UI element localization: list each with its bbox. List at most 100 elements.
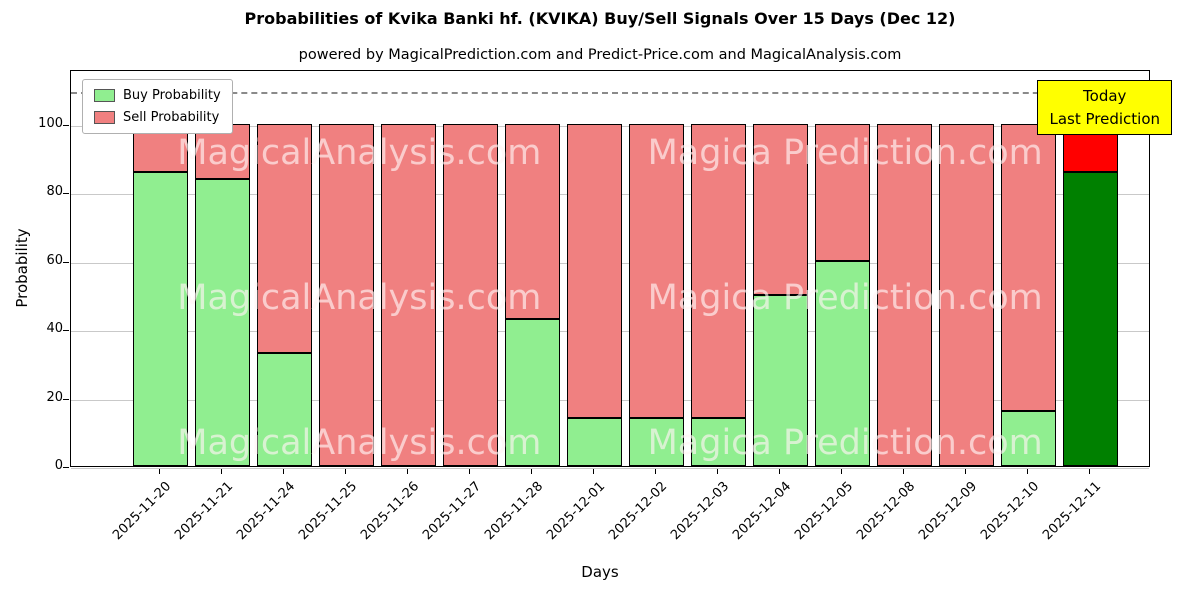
bar (938, 123, 994, 466)
x-tick-label-text: 2025-11-21 (172, 479, 237, 544)
x-tick-label-text: 2025-11-26 (358, 479, 423, 544)
y-tick-label: 80 (46, 184, 63, 200)
bar (132, 123, 188, 466)
bar (194, 123, 250, 466)
x-tick-mark (1089, 468, 1090, 474)
bar (814, 123, 870, 466)
x-tick-mark (159, 468, 160, 474)
x-tick-mark (469, 468, 470, 474)
x-axis-label: Days (581, 563, 619, 581)
bar (752, 123, 808, 466)
today-annotation-line1: Today (1083, 87, 1127, 105)
legend-swatch (94, 89, 115, 102)
buy-bar-segment (752, 294, 808, 466)
buy-bar-segment (1000, 411, 1056, 466)
y-axis-label: Probability (13, 228, 31, 308)
legend-swatch (94, 111, 115, 124)
buy-bar-segment (194, 178, 250, 466)
x-tick-mark (903, 468, 904, 474)
sell-bar-segment (690, 123, 746, 419)
x-tick-mark (1027, 468, 1028, 474)
x-tick-mark (717, 468, 718, 474)
x-tick-label-text: 2025-12-11 (1040, 479, 1105, 544)
buy-bar-segment (132, 171, 188, 466)
buy-bar-segment (690, 418, 746, 466)
legend-label: Buy Probability (123, 88, 221, 103)
bar (318, 123, 374, 466)
y-tick-mark (63, 261, 69, 263)
x-tick-label-text: 2025-12-04 (730, 479, 795, 544)
bar (380, 123, 436, 466)
x-tick-mark (283, 468, 284, 474)
x-tick-mark (345, 468, 346, 474)
x-tick-label-text: 2025-12-01 (544, 479, 609, 544)
sell-bar-segment (752, 123, 808, 295)
legend-entry: Buy Probability (94, 88, 221, 103)
sell-bar-segment (380, 123, 436, 466)
buy-bar-segment (814, 260, 870, 466)
bar (442, 123, 498, 466)
x-tick-label-text: 2025-12-05 (792, 479, 857, 544)
bar (1000, 123, 1056, 466)
y-tick-label: 0 (54, 458, 63, 473)
gridline (71, 468, 1149, 469)
x-tick-mark (965, 468, 966, 474)
today-annotation: Today Last Prediction (1037, 80, 1172, 135)
today-annotation-line2: Last Prediction (1049, 109, 1160, 128)
x-tick-label-text: 2025-11-24 (234, 479, 299, 544)
y-tick-mark (63, 398, 69, 400)
x-tick-label-text: 2025-11-25 (296, 479, 361, 544)
buy-bar-segment (256, 353, 312, 466)
x-tick-label-text: 2025-11-20 (110, 479, 175, 544)
y-tick-label: 60 (46, 252, 63, 268)
legend: Buy Probability Sell Probability (82, 79, 233, 134)
buy-bar-segment (566, 418, 622, 466)
dashed-threshold-line (71, 91, 1149, 94)
bar (876, 123, 932, 466)
sell-bar-segment (814, 123, 870, 261)
buy-bar-segment (504, 318, 560, 466)
x-tick-mark (531, 468, 532, 474)
sell-bar-segment (318, 123, 374, 466)
sell-bar-segment (628, 123, 684, 419)
legend-label: Sell Probability (123, 110, 220, 125)
y-tick-label: 100 (38, 115, 63, 131)
bar (256, 123, 312, 466)
bar (504, 123, 560, 466)
chart-subtitle: powered by MagicalPrediction.com and Pre… (298, 47, 902, 63)
bar (566, 123, 622, 466)
y-tick-label: 40 (46, 321, 63, 337)
x-tick-label-text: 2025-11-27 (420, 479, 485, 544)
y-tick-mark (63, 467, 69, 468)
chart-title: Probabilities of Kvika Banki hf. (KVIKA)… (244, 9, 956, 28)
x-tick-mark (841, 468, 842, 474)
x-tick-label-text: 2025-12-10 (978, 479, 1043, 544)
sell-bar-segment (256, 123, 312, 354)
sell-bar-segment (442, 123, 498, 466)
x-tick-mark (655, 468, 656, 474)
bar (628, 123, 684, 466)
x-tick-label-text: 2025-12-09 (916, 479, 981, 544)
y-tick-mark (63, 330, 69, 332)
x-tick-label-text: 2025-12-08 (854, 479, 919, 544)
y-tick-label: 20 (46, 389, 63, 405)
sell-bar-segment (876, 123, 932, 466)
plot-area: Buy Probability Sell Probability Today La… (70, 70, 1172, 469)
x-tick-mark (593, 468, 594, 474)
legend-entry: Sell Probability (94, 110, 221, 125)
sell-bar-segment (1000, 123, 1056, 412)
buy-bar-segment (628, 418, 684, 466)
sell-bar-segment (938, 123, 994, 466)
buy-bar-segment (1062, 171, 1118, 466)
bar (690, 123, 746, 466)
y-tick-mark (63, 124, 69, 126)
x-tick-label-text: 2025-12-02 (606, 479, 671, 544)
x-tick-mark (221, 468, 222, 474)
sell-bar-segment (566, 123, 622, 419)
sell-bar-segment (504, 123, 560, 319)
x-tick-mark (779, 468, 780, 474)
x-tick-mark (407, 468, 408, 474)
bar-today (1062, 123, 1118, 466)
x-tick-label-text: 2025-11-28 (482, 479, 547, 544)
